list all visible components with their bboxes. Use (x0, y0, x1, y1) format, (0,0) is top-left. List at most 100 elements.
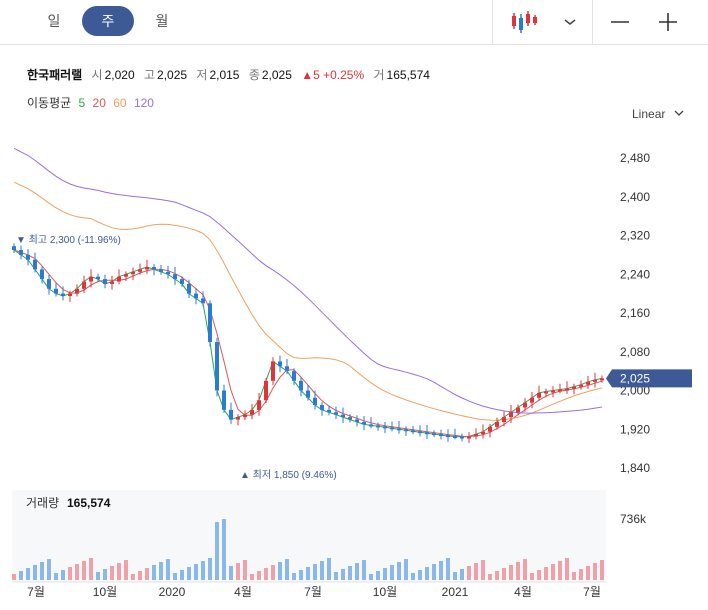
candle-body (327, 409, 331, 413)
volume-bar (278, 562, 282, 580)
price-tick-label: 2,400 (620, 190, 650, 204)
candle-body (187, 283, 191, 294)
candle-body (467, 436, 471, 439)
volume-total: 165,574 (67, 496, 111, 510)
price-tick-label: 1,840 (620, 461, 650, 475)
candle-body (257, 400, 261, 410)
volume-bar (61, 570, 65, 580)
candle-body (110, 281, 114, 284)
candle-body (418, 431, 422, 434)
candle-body (600, 378, 604, 381)
volume-bar (551, 564, 555, 580)
ma-60[interactable]: 60 (113, 96, 127, 110)
volume-bar (215, 522, 219, 580)
volume-bar (103, 569, 107, 580)
chevron-down-icon[interactable] (556, 8, 584, 36)
volume-bar (131, 574, 135, 580)
x-axis-label: 2020 (159, 585, 186, 599)
candle-body (68, 293, 72, 297)
minus-icon[interactable] (606, 8, 634, 36)
volume-bar (530, 573, 534, 580)
volume-bar (285, 559, 289, 580)
x-axis-label: 7월 (583, 585, 601, 599)
volume-bar (509, 565, 513, 580)
x-axis-label: 7월 (304, 585, 322, 599)
volume-bar (201, 561, 205, 580)
ma-20-line (13, 249, 603, 438)
moving-average-legend: 이동평균 5 20 60 120 (27, 94, 158, 111)
candle-body (82, 281, 86, 289)
volume-bar (425, 567, 429, 580)
volume-bar (467, 566, 471, 580)
candle-body (131, 271, 135, 275)
scale-dropdown[interactable]: Linear (632, 107, 685, 121)
candle-body (586, 381, 590, 385)
ma-120-line (13, 147, 603, 414)
candle-body (19, 250, 23, 255)
candle-body (47, 279, 51, 289)
volume-bar (516, 562, 520, 580)
candle-body (313, 397, 317, 406)
period-tab-day[interactable]: 일 (47, 13, 61, 29)
high-value: 2,025 (157, 68, 188, 82)
volume-bar (558, 561, 562, 580)
candle-body (229, 409, 233, 420)
volume-bar (250, 574, 254, 580)
volume-bar (439, 561, 443, 580)
candle-body (460, 436, 464, 439)
volume-bar (306, 567, 310, 580)
candle-body (222, 390, 226, 410)
candle-body (103, 279, 107, 284)
candle-body (292, 371, 296, 381)
candle-body (572, 386, 576, 389)
volume-bar (243, 560, 247, 580)
volume-bar (124, 560, 128, 580)
volume-bar (495, 571, 499, 580)
candle-body (537, 392, 541, 398)
volume-bar (54, 573, 58, 580)
candle-body (425, 432, 429, 435)
open-label: 시 (91, 68, 103, 82)
ma-120[interactable]: 120 (133, 96, 154, 110)
volume-bar (222, 519, 226, 580)
candle-body (243, 414, 247, 418)
volume-bar (33, 565, 37, 580)
candle-body (166, 271, 170, 275)
candle-body (404, 429, 408, 432)
volume-bar (292, 573, 296, 580)
toolbar-divider (492, 0, 493, 44)
price-tick-label: 2,480 (620, 151, 650, 165)
period-tab-week[interactable]: 주 (82, 6, 134, 36)
volume-bar (586, 566, 590, 580)
volume-bar (600, 560, 604, 580)
low-label: 저 (196, 68, 208, 82)
ma-5-line (13, 249, 603, 438)
period-tab-month[interactable]: 월 (155, 13, 169, 29)
candle-body (159, 269, 163, 272)
volume-bar (89, 558, 93, 580)
volume-bar (68, 567, 72, 580)
period-toolbar: 일 주 월 (0, 0, 708, 45)
ma-20[interactable]: 20 (92, 96, 106, 110)
volume-bar (404, 559, 408, 580)
x-axis-label: 10월 (373, 585, 397, 599)
ma-5[interactable]: 5 (78, 96, 86, 110)
low-value: 2,015 (209, 68, 240, 82)
volume-bar (138, 571, 142, 580)
candle-body (453, 436, 457, 439)
candle-body (446, 435, 450, 438)
candle-body (544, 391, 548, 394)
volume-bar (481, 560, 485, 580)
volume-bar (40, 562, 44, 580)
plus-icon[interactable] (654, 8, 682, 36)
candle-body (117, 276, 121, 282)
ma-label: 이동평균 (27, 96, 72, 110)
candle-body (509, 412, 513, 418)
volume-bar (341, 569, 345, 580)
candlestick-icon[interactable] (510, 8, 538, 36)
candle-body (299, 380, 303, 391)
candle-body (474, 434, 478, 437)
candle-body (138, 269, 142, 272)
volume-bar (166, 559, 170, 580)
